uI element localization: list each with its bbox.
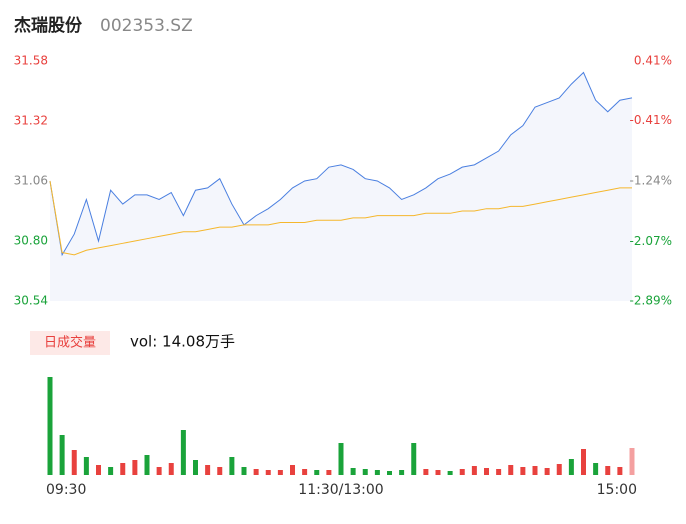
volume-bar (568, 459, 574, 475)
y2-tick-label: -1.24% (630, 174, 672, 188)
volume-bar (617, 467, 623, 475)
volume-bar (47, 377, 53, 475)
volume-bar (205, 465, 211, 475)
volume-bar (556, 464, 562, 475)
volume-bar (423, 469, 429, 475)
price-line (49, 71, 633, 257)
y2-tick-label: -0.41% (630, 113, 672, 127)
y-tick-label: 31.32 (14, 114, 48, 128)
volume-bar (277, 470, 283, 475)
volume-bar (83, 457, 89, 475)
volume-bar (326, 470, 332, 475)
volume-bar (290, 465, 295, 475)
volume-bar (193, 460, 198, 475)
volume-bar (520, 467, 526, 475)
volume-bar (471, 466, 477, 475)
volume-bar (265, 470, 271, 475)
stock-code: 002353.SZ (100, 16, 193, 36)
volume-bar (314, 470, 320, 475)
volume-bar (459, 469, 465, 475)
volume-bar (605, 466, 611, 475)
volume-bar (350, 468, 356, 475)
stock-name: 杰瑞股份 (14, 15, 83, 36)
volume-bar (180, 430, 186, 475)
volume-bar (168, 463, 174, 475)
y-tick-label: 31.58 (14, 54, 48, 68)
volume-bar (629, 448, 635, 475)
volume-bar (484, 468, 489, 475)
volume-bar (302, 469, 308, 475)
volume-bar (156, 467, 162, 475)
volume-bar (71, 450, 77, 475)
volume-tag-bg (30, 331, 110, 355)
volume-bar (241, 467, 247, 475)
volume-bar (435, 470, 441, 475)
y2-tick-label: 0.41% (634, 54, 672, 68)
volume-bar (96, 465, 101, 475)
volume-bar (132, 460, 138, 475)
y2-tick-label: -2.07% (630, 234, 672, 248)
volume-bar (447, 471, 453, 475)
volume-bar (581, 449, 586, 475)
volume-bar (374, 470, 380, 475)
y2-tick-label: -2.89% (630, 294, 672, 308)
x-tick-label: 15:00 (597, 482, 637, 498)
volume-bar (229, 457, 235, 475)
volume-total: vol: 14.08万手 (130, 333, 235, 351)
volume-bar (399, 470, 405, 475)
volume-bar (532, 466, 538, 475)
volume-tag: 日成交量 (44, 335, 96, 351)
volume-bar (544, 468, 550, 475)
volume-bar (59, 435, 65, 475)
volume-bar (253, 469, 259, 475)
x-tick-label: 11:30/13:00 (298, 482, 383, 498)
average-line (49, 180, 632, 256)
volume-bar (387, 471, 392, 475)
volume-bar (108, 467, 114, 475)
x-tick-label: 09:30 (46, 482, 86, 498)
volume-bar (508, 465, 514, 475)
volume-bar (144, 455, 150, 475)
volume-bar (593, 463, 599, 475)
price-area (50, 72, 632, 302)
volume-bar (362, 469, 368, 475)
y-tick-label: 30.80 (14, 234, 48, 248)
y-tick-label: 31.06 (14, 174, 48, 188)
volume-bar (120, 463, 126, 475)
volume-bar (411, 443, 417, 475)
volume-bar (217, 467, 223, 475)
volume-bar (496, 469, 502, 475)
y-tick-label: 30.54 (14, 294, 48, 308)
volume-bar (338, 443, 344, 475)
